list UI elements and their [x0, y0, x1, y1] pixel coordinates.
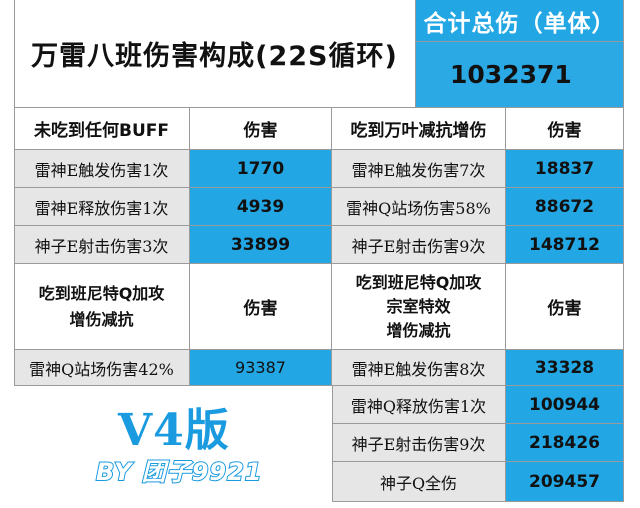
table-row-label: 雷神E触发伤害7次	[332, 150, 506, 188]
table-row-value: 1770	[190, 150, 332, 188]
table-row-label: 雷神Q站场伤害42%	[14, 350, 190, 386]
table4-header-line1: 吃到班尼特Q加攻	[355, 272, 482, 292]
version-label: V4版	[118, 405, 230, 456]
page-title: 万雷八班伤害构成(22S循环)	[14, 0, 416, 108]
table3-header-line1: 吃到班尼特Q加攻	[38, 283, 165, 303]
table1-col-header: 伤害	[190, 108, 332, 150]
table-row-value: 88672	[506, 188, 624, 226]
author-label: BY 团子9921	[95, 457, 263, 487]
table3-header-line2: 增伤减抗	[69, 309, 134, 329]
table-row-value: 33328	[506, 350, 624, 386]
table-row-value: 4939	[190, 188, 332, 226]
table4-col-header: 伤害	[506, 264, 624, 350]
table1-header: 未吃到任何BUFF	[14, 108, 190, 150]
grid-line	[14, 0, 15, 386]
table4-header-line2: 宗室特效	[386, 296, 451, 316]
total-damage-number: 1032371	[450, 60, 572, 89]
table-row-label: 神子E射击伤害9次	[332, 226, 506, 264]
table3-header: 吃到班尼特Q加攻 增伤减抗	[14, 264, 190, 350]
table-row-value: 209457	[506, 462, 624, 502]
table2-header: 吃到万叶减抗增伤	[332, 108, 506, 150]
table-row-value: 18837	[506, 150, 624, 188]
table-row-value: 93387	[190, 350, 332, 386]
table-row-label: 雷神Q释放伤害1次	[332, 386, 506, 424]
table-row-value: 33899	[190, 226, 332, 264]
table4-header: 吃到班尼特Q加攻 宗室特效 增伤减抗	[332, 264, 506, 350]
table3-col-header: 伤害	[190, 264, 332, 350]
grid-line	[14, 107, 624, 108]
table4-header-line3: 增伤减抗	[386, 320, 451, 340]
table-row-label: 雷神Q站场伤害58%	[332, 188, 506, 226]
table-row-label: 神子Q全伤	[332, 462, 506, 502]
table-row-value: 148712	[506, 226, 624, 264]
table-row-label: 雷神E释放伤害1次	[14, 188, 190, 226]
table-row-label: 神子E射击伤害9次	[332, 424, 506, 462]
table-row-value: 100944	[506, 386, 624, 424]
table-row-label: 雷神E触发伤害8次	[332, 350, 506, 386]
grid-line	[332, 386, 333, 502]
total-damage-value: 1032371	[416, 42, 624, 108]
table2-col-header: 伤害	[506, 108, 624, 150]
table-row-label: 神子E射击伤害3次	[14, 226, 190, 264]
table-row-value: 218426	[506, 424, 624, 462]
table-row-label: 雷神E触发伤害1次	[14, 150, 190, 188]
total-damage-label: 合计总伤（单体）	[416, 0, 624, 42]
